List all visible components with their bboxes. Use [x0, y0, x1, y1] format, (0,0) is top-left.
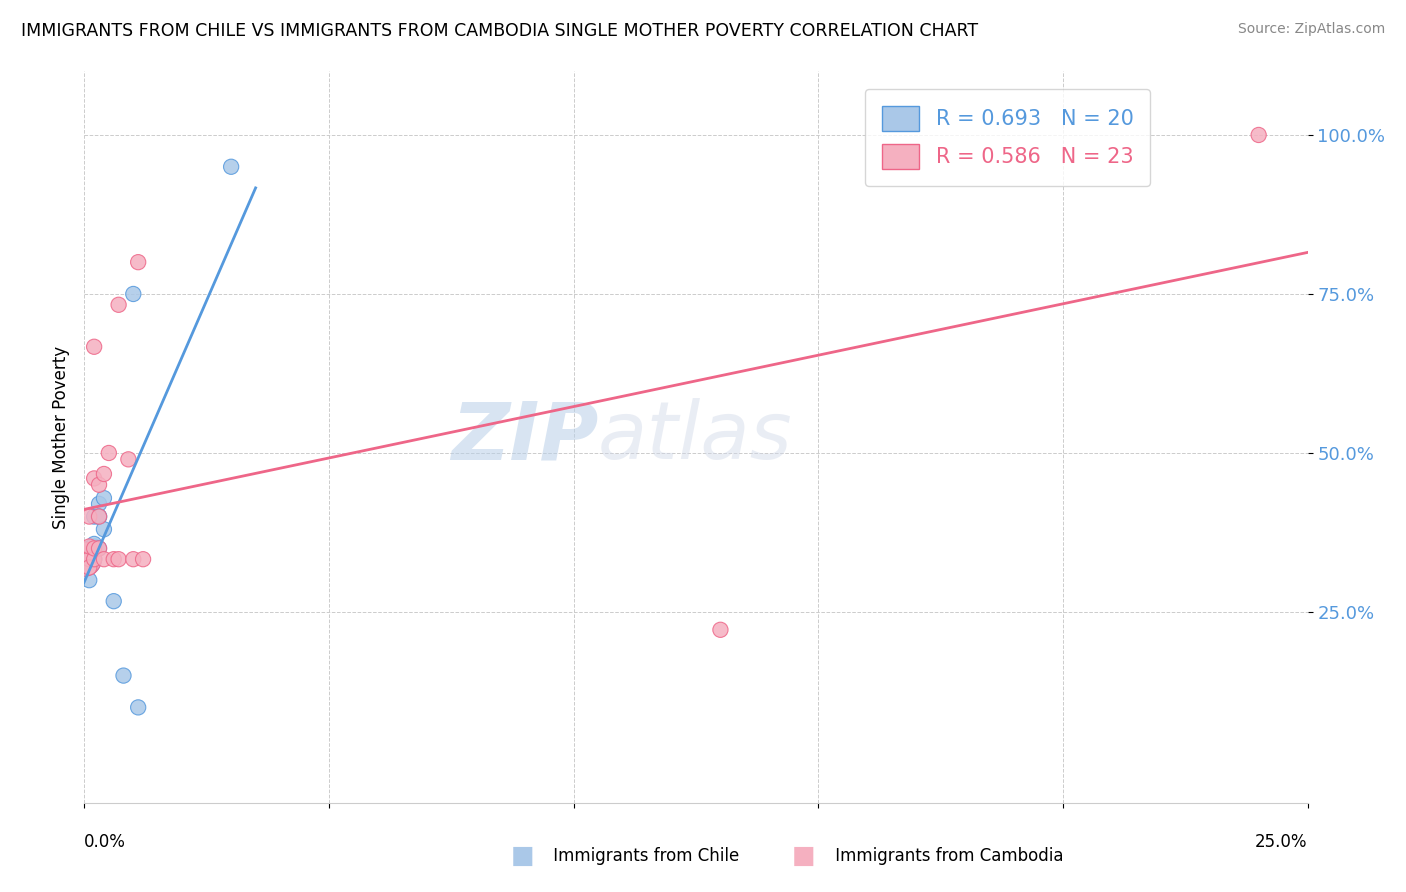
Point [83, 541, 105, 556]
Point [77, 573, 100, 587]
Point [73, 552, 96, 566]
Point [77, 541, 100, 556]
Point [112, 668, 135, 682]
Point [83, 537, 105, 551]
Point [77, 560, 100, 574]
Text: 25.0%: 25.0% [1256, 833, 1308, 851]
Point [87, 477, 110, 491]
Text: Source: ZipAtlas.com: Source: ZipAtlas.com [1237, 22, 1385, 37]
Point [83, 552, 105, 566]
Text: 0.0%: 0.0% [84, 833, 127, 851]
Point [77, 509, 100, 524]
Point [87, 509, 110, 524]
Text: ■: ■ [510, 845, 534, 868]
Point [127, 255, 149, 269]
Point [87, 509, 110, 524]
Point [77, 552, 100, 566]
Point [93, 522, 115, 536]
Y-axis label: Single Mother Poverty: Single Mother Poverty [52, 345, 70, 529]
Point [73, 552, 96, 566]
Point [87, 541, 110, 556]
Point [87, 497, 110, 511]
Point [87, 509, 110, 524]
Text: IMMIGRANTS FROM CHILE VS IMMIGRANTS FROM CAMBODIA SINGLE MOTHER POVERTY CORRELAT: IMMIGRANTS FROM CHILE VS IMMIGRANTS FROM… [21, 22, 979, 40]
Point [1247, 128, 1270, 142]
Text: Immigrants from Chile: Immigrants from Chile [548, 847, 740, 865]
Point [132, 552, 155, 566]
Text: ZIP: ZIP [451, 398, 598, 476]
Point [97, 446, 120, 460]
Point [83, 552, 105, 566]
Point [83, 340, 105, 354]
Point [103, 594, 125, 608]
Text: atlas: atlas [598, 398, 793, 476]
Point [77, 552, 100, 566]
Legend: R = 0.693   N = 20, R = 0.586   N = 23: R = 0.693 N = 20, R = 0.586 N = 23 [865, 89, 1150, 186]
Point [77, 540, 100, 554]
Point [93, 552, 115, 566]
Point [122, 287, 145, 301]
Point [83, 552, 105, 566]
Point [87, 541, 110, 556]
Point [219, 160, 242, 174]
Text: ■: ■ [792, 845, 815, 868]
Point [93, 491, 115, 505]
Point [83, 471, 105, 485]
Point [107, 298, 129, 312]
Point [93, 467, 115, 481]
Text: Immigrants from Cambodia: Immigrants from Cambodia [830, 847, 1063, 865]
Point [709, 623, 731, 637]
Point [83, 540, 105, 554]
Point [107, 552, 129, 566]
Point [122, 552, 145, 566]
Point [117, 452, 139, 467]
Point [127, 700, 149, 714]
Point [103, 552, 125, 566]
Point [83, 509, 105, 524]
